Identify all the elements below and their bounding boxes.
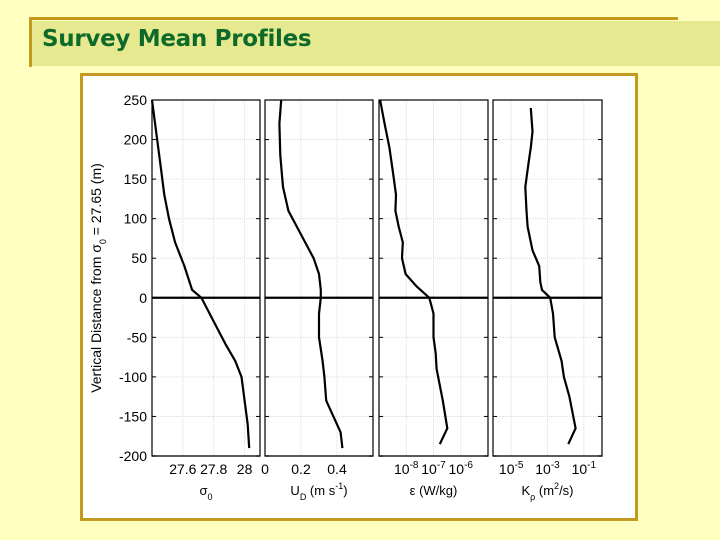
x-tick-label: 10-5 xyxy=(499,460,524,477)
title-band xyxy=(32,21,720,66)
x-tick-label: 28 xyxy=(237,461,253,477)
y-tick-label: 200 xyxy=(124,132,148,148)
x-tick-label: 10-8 xyxy=(394,460,419,477)
profile-panel-1: 27.6 27.8 28 σ0 xyxy=(150,99,261,502)
x-tick-label: 0.4 xyxy=(327,461,347,477)
x-tick-label: 10-1 xyxy=(572,460,597,477)
y-axis-label: Vertical Distance from σ0 = 27.65 (m) xyxy=(88,163,108,393)
profile-panel-2: 0 0.2 0.4 UD (m s-1) xyxy=(261,99,374,502)
y-tick-label: 50 xyxy=(131,250,147,266)
x-tick-label: 10-6 xyxy=(449,460,474,477)
profile-curve xyxy=(150,99,251,449)
y-tick-label: 0 xyxy=(139,290,147,306)
y-tick-label: -100 xyxy=(119,369,147,385)
y-tick-label: 100 xyxy=(124,211,148,227)
y-tick-label: -150 xyxy=(119,408,147,424)
y-tick-label: -200 xyxy=(119,448,147,464)
y-tick-label: 250 xyxy=(124,92,148,108)
x-tick-label: 0.2 xyxy=(291,461,311,477)
profile-panel-4: 10-5 10-3 10-1 Kρ (m2/s) xyxy=(492,99,603,502)
title-accent-left-line xyxy=(29,17,32,67)
x-axis-label: ε (W/kg) xyxy=(410,483,458,498)
profile-curve xyxy=(524,107,577,445)
x-tick-label: 10-3 xyxy=(535,460,560,477)
x-axis-label: Kρ (m2/s) xyxy=(521,481,573,502)
profile-curve xyxy=(379,99,449,445)
page-title: Survey Mean Profiles xyxy=(42,26,312,52)
x-axis-label: σ0 xyxy=(199,483,212,502)
x-tick-label: 27.6 xyxy=(169,461,196,477)
title-accent-top-line xyxy=(29,17,678,20)
x-tick-label: 0 xyxy=(261,461,269,477)
x-axis-label: UD (m s-1) xyxy=(290,481,347,502)
y-tick-label: 150 xyxy=(124,171,148,187)
y-tick-label: -50 xyxy=(127,329,147,345)
x-tick-label: 27.8 xyxy=(200,461,227,477)
profile-curve xyxy=(278,99,344,449)
profile-panel-3: 10-8 10-7 10-6 ε (W/kg) xyxy=(378,99,489,498)
x-tick-label: 10-7 xyxy=(421,460,446,477)
